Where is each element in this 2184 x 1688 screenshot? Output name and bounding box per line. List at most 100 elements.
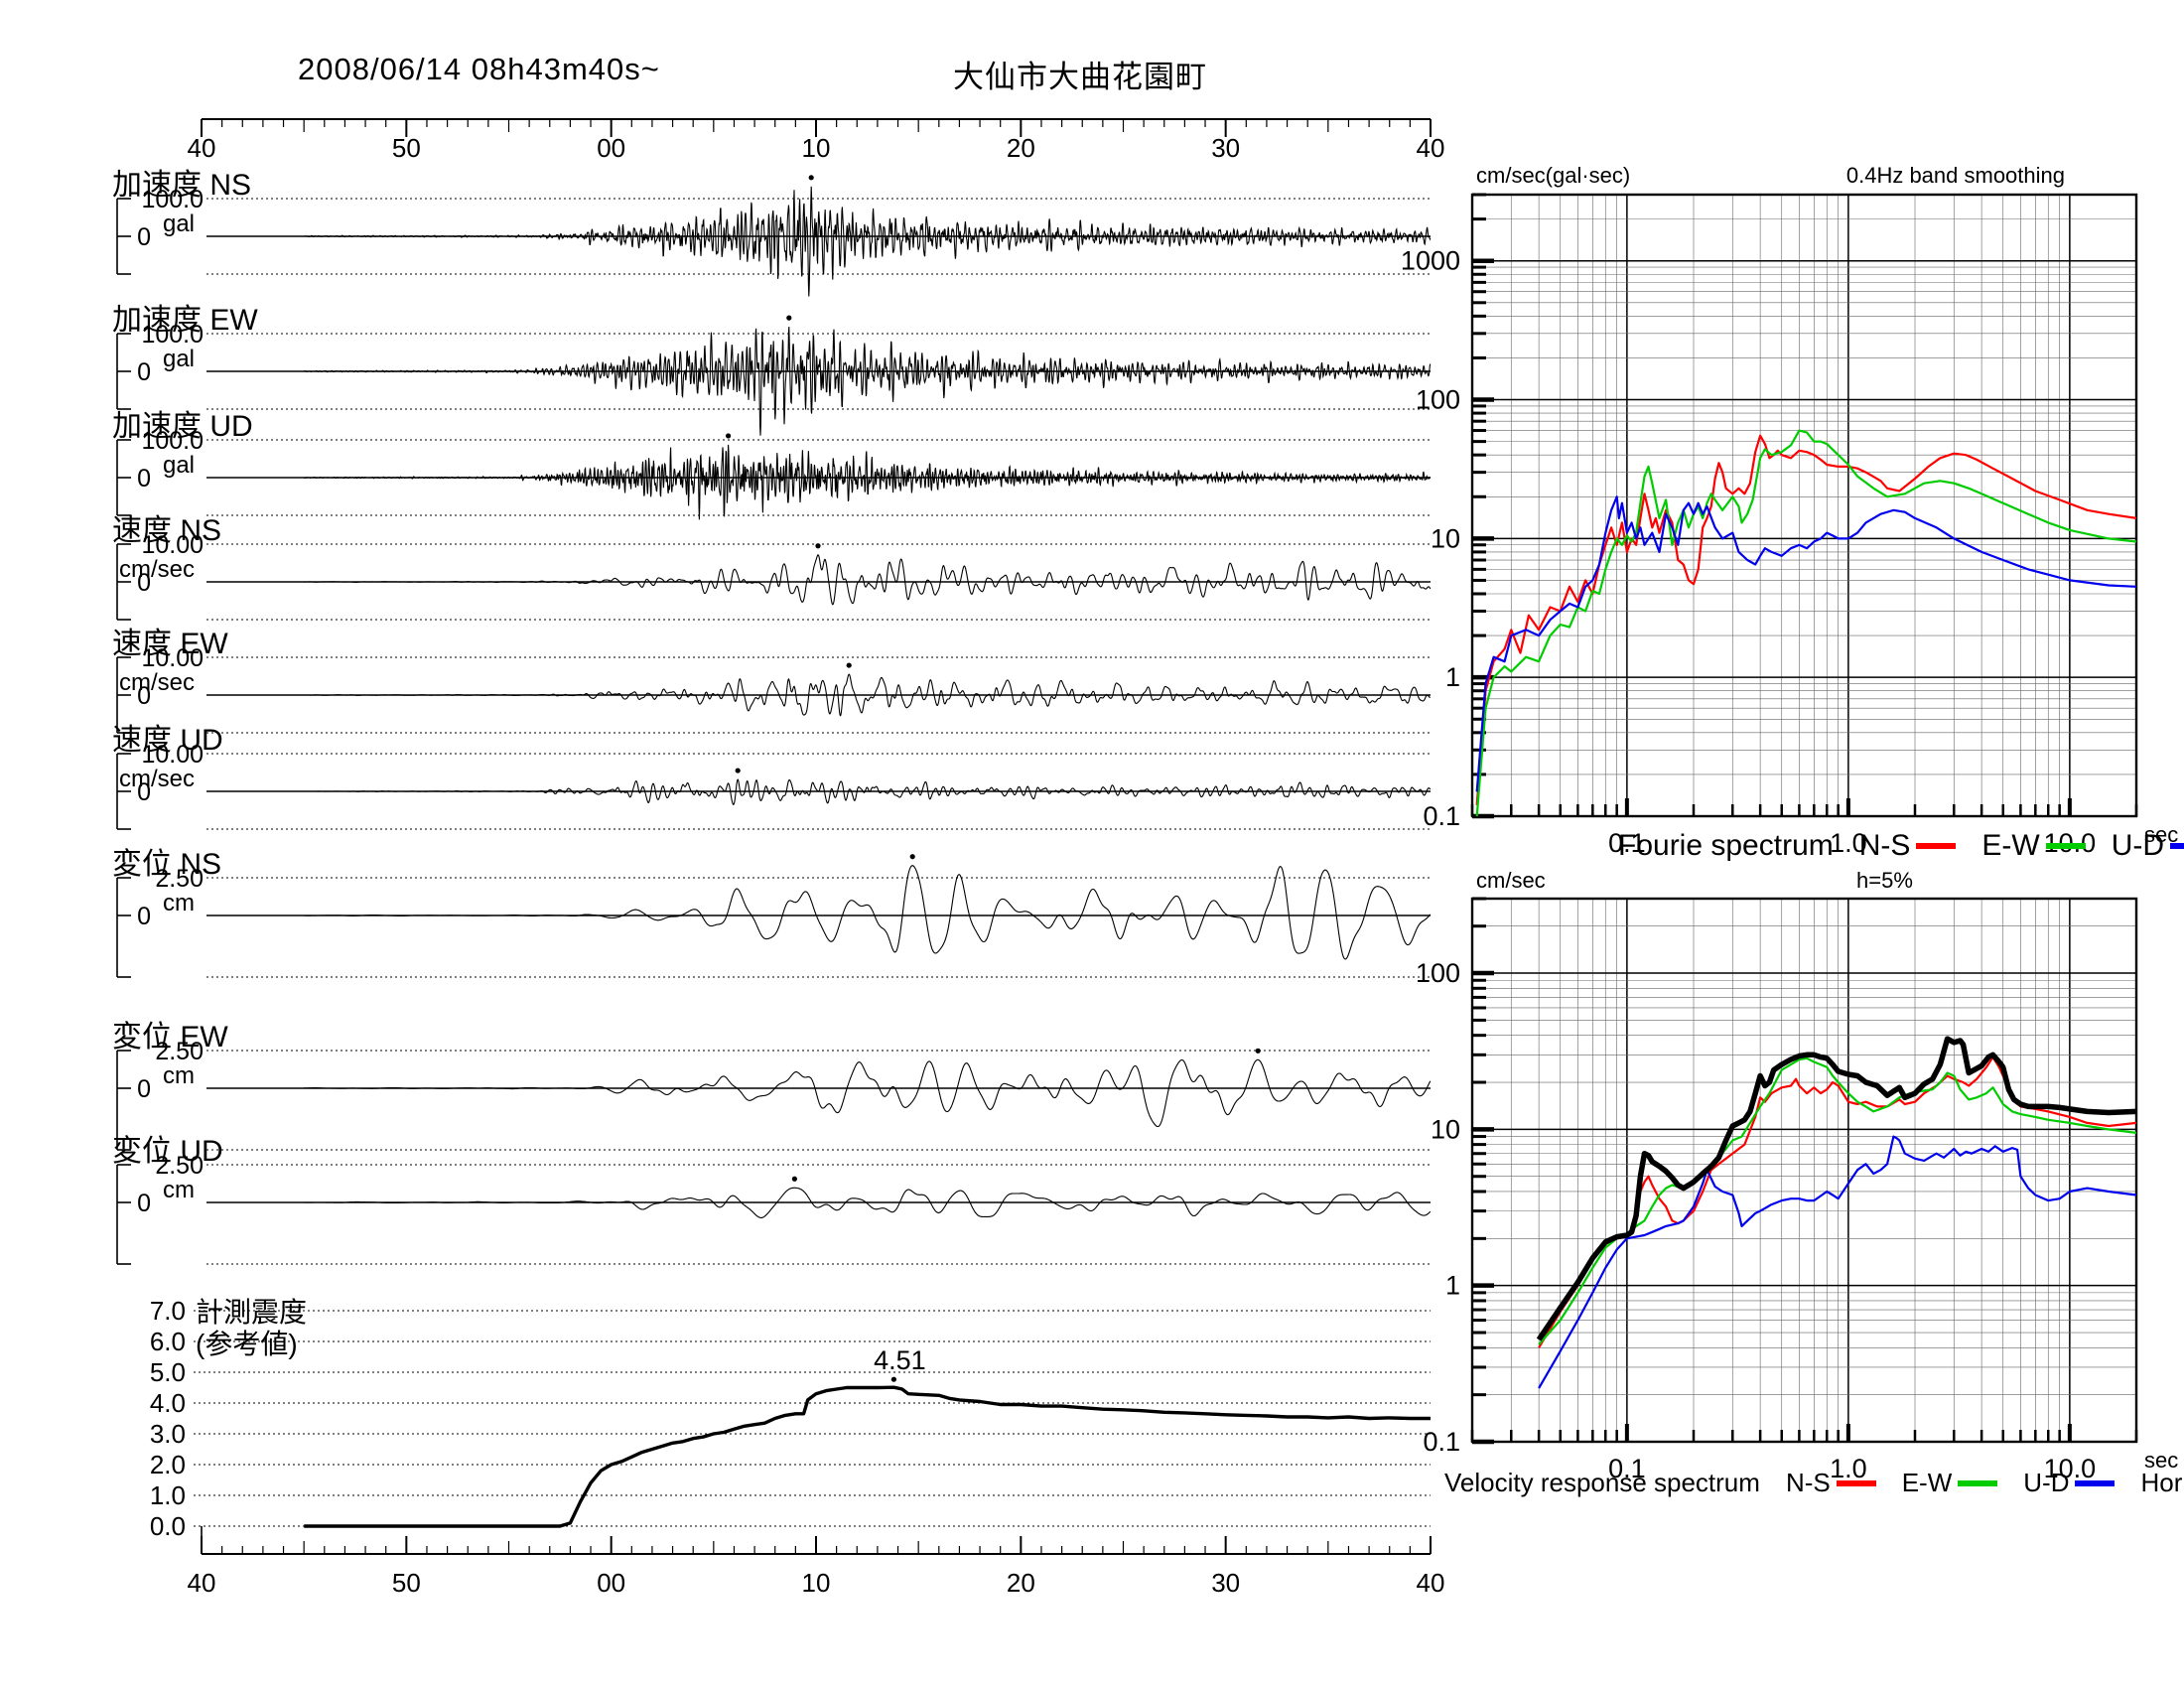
- response-xunit-label: sec: [2144, 1448, 2178, 1473]
- peak-marker: [726, 433, 732, 439]
- intensity-ytick-label: 0.0: [150, 1511, 186, 1541]
- fourier-legend-ud-swatch: [2170, 843, 2184, 849]
- time-axis-bottom-tick-label: 20: [1007, 1568, 1035, 1598]
- peak-marker: [808, 175, 814, 181]
- fourier-series-E-W: [1475, 429, 2137, 817]
- response-legend-ud-swatch: [2075, 1479, 2116, 1486]
- response-legend: Velocity response spectrum N-S E-W U-D H…: [1444, 1468, 2184, 1498]
- response-legend-ns-label: N-S: [1785, 1468, 1831, 1497]
- waveform-trace-3: [304, 554, 1432, 606]
- fourier-ytick-label: 10: [1431, 523, 1460, 553]
- waveform-trace-6: [304, 865, 1432, 960]
- response-legend-title: Velocity response spectrum: [1444, 1468, 1760, 1497]
- fourier-ytick-label: 0.1: [1423, 801, 1460, 831]
- fourier-legend-title: Fourie spectrum: [1618, 829, 1834, 862]
- time-axis-bottom-tick-label: 30: [1211, 1568, 1240, 1598]
- time-axis-top-tick-label: 00: [597, 133, 625, 163]
- time-axis-top-tick-label: 20: [1007, 133, 1035, 163]
- response-ytick-label: 10: [1431, 1114, 1460, 1144]
- peak-marker: [786, 315, 792, 321]
- scale-zero-label: 0: [137, 682, 151, 710]
- fourier-xunit-label: sec: [2144, 822, 2178, 847]
- scale-zero-label: 0: [137, 1075, 151, 1103]
- station-location: 大仙市大曲花園町: [953, 60, 1207, 94]
- peak-marker: [735, 768, 741, 774]
- peak-marker: [1255, 1048, 1261, 1054]
- response-damping-label: h=5%: [1856, 868, 1913, 893]
- fourier-legend: Fourie spectrum N-S E-W U-D: [1618, 829, 2184, 863]
- time-axis-bottom-tick-label: 40: [1417, 1568, 1445, 1598]
- waveform-trace-5: [304, 778, 1432, 806]
- scale-unit-label: cm: [163, 1062, 195, 1089]
- fourier-frame: [1470, 193, 2138, 818]
- channel-label: 変位 UD: [112, 1135, 223, 1168]
- time-axis-top-tick-label: 40: [188, 133, 216, 163]
- scale-value-label: 2.50: [155, 1038, 204, 1065]
- scale-unit-label: gal: [163, 211, 195, 237]
- intensity-ytick-label: 4.0: [150, 1388, 186, 1418]
- waveform-trace-2: [303, 444, 1432, 520]
- fourier-legend-ud-label: U-D: [2111, 829, 2165, 862]
- scale-unit-label: cm: [163, 1177, 195, 1203]
- peak-marker: [815, 543, 821, 549]
- fourier-series-U-D: [1475, 495, 2137, 792]
- waveform-trace-8: [304, 1187, 1432, 1218]
- response-legend-horizon-label: Horizon: [2140, 1468, 2184, 1497]
- time-axis-bottom-tick-label: 50: [392, 1568, 421, 1598]
- intensity-curve: [304, 1385, 1431, 1528]
- scale-value-label: 100.0: [141, 186, 204, 213]
- fourier-ytick-label: 1: [1445, 662, 1460, 692]
- scale-unit-label: cm/sec: [119, 669, 195, 696]
- intensity-ytick-label: 3.0: [150, 1419, 186, 1449]
- fourier-legend-ns-swatch: [1916, 843, 1957, 849]
- channel-label: 速度 EW: [112, 628, 228, 660]
- scale-zero-label: 0: [137, 1190, 151, 1217]
- intensity-ytick-label: 7.0: [150, 1296, 186, 1326]
- channel-label: 速度 UD: [112, 724, 223, 757]
- response-ytick-label: 1: [1445, 1271, 1460, 1301]
- scale-unit-label: cm: [163, 890, 195, 916]
- response-xtick-label: 10.0: [2044, 1454, 2097, 1483]
- scale-value-label: 100.0: [141, 321, 204, 349]
- response-series-U-D: [1538, 1135, 2137, 1389]
- peak-marker: [791, 1176, 798, 1182]
- waveform-trace-4: [304, 673, 1431, 717]
- time-axis-bottom-tick-label: 10: [802, 1568, 831, 1598]
- fourier-legend-ns-label: N-S: [1858, 829, 1911, 862]
- fourier-smoothing-label: 0.4Hz band smoothing: [1845, 163, 2065, 188]
- channel-label: 加速度 NS: [112, 169, 251, 202]
- intensity-ytick-label: 5.0: [150, 1357, 186, 1387]
- time-axis-bottom-tick-label: 00: [597, 1568, 625, 1598]
- time-axis-top-tick-label: 10: [802, 133, 831, 163]
- response-ytick-label: 0.1: [1423, 1427, 1460, 1457]
- intensity-ytick-label: 2.0: [150, 1450, 186, 1479]
- response-frame: [1470, 897, 2138, 1444]
- intensity-peak-label: 4.51: [874, 1345, 926, 1375]
- scale-value-label: 10.00: [141, 644, 204, 672]
- scale-unit-label: cm/sec: [119, 556, 195, 583]
- scale-unit-label: gal: [163, 452, 195, 479]
- response-unit-label: cm/sec: [1476, 868, 1546, 893]
- response-legend-ew-label: E-W: [1901, 1468, 1953, 1497]
- response-series-E-W: [1538, 1056, 2137, 1345]
- scale-value-label: 100.0: [141, 427, 204, 455]
- scale-unit-label: cm/sec: [119, 766, 195, 792]
- scale-zero-label: 0: [137, 358, 151, 386]
- waveform-trace-7: [304, 1058, 1432, 1128]
- response-ytick-label: 100: [1416, 958, 1460, 988]
- peak-marker: [909, 854, 915, 860]
- scale-value-label: 2.50: [155, 1152, 204, 1180]
- channel-label: 速度 NS: [112, 514, 221, 547]
- time-axis-top-tick-label: 30: [1211, 133, 1240, 163]
- waveform-trace-0: [303, 186, 1432, 297]
- response-legend-ew-swatch: [1958, 1479, 1998, 1486]
- response-series-Horizon: [1536, 1036, 2137, 1341]
- fourier-xtick-label: 0.1: [1608, 828, 1646, 858]
- channel-label: 加速度 UD: [112, 410, 253, 443]
- scale-unit-label: gal: [163, 346, 195, 372]
- response-xtick-label: 0.1: [1608, 1454, 1646, 1483]
- waveform-trace-1: [303, 327, 1432, 436]
- scale-value-label: 2.50: [155, 865, 204, 893]
